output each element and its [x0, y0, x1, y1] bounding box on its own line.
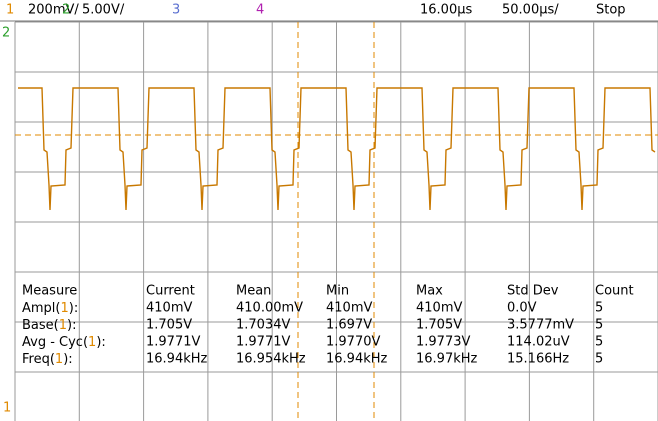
column-header: Count	[595, 284, 634, 299]
measurement-value: 1.9771V	[146, 335, 200, 350]
measurement-value: 16.97kHz	[416, 352, 478, 367]
measurement-value: 410mV	[326, 301, 372, 316]
row-label-part: Ampl(	[22, 301, 61, 316]
channel-number: 4	[256, 3, 264, 18]
measurement-value: 410mV	[146, 301, 192, 316]
measurement-value: 1.705V	[416, 318, 462, 333]
row-label-part: 1	[88, 335, 96, 350]
row-label-part: Avg - Cyc(	[22, 335, 88, 350]
channel-number: 3	[172, 3, 180, 18]
run-state: Stop	[596, 3, 626, 18]
column-header: Min	[326, 284, 349, 299]
measurement-value: 1.705V	[146, 318, 192, 333]
row-label-part: 1	[55, 352, 63, 367]
measurement-value: 1.7034V	[236, 318, 290, 333]
measurement-value: 410.00mV	[236, 301, 303, 316]
row-label: Avg - Cyc(1):	[22, 335, 106, 350]
measurement-value: 1.9771V	[236, 335, 290, 350]
row-label: Freq(1):	[22, 352, 73, 367]
channel-2-marker: 2	[2, 26, 10, 41]
measurement-value: 1.9773V	[416, 335, 470, 350]
row-label-part: Base(	[22, 318, 59, 333]
channel-scale: 5.00V/	[82, 3, 125, 18]
measurement-value: 5	[595, 301, 603, 316]
measurement-value: 114.02uV	[507, 335, 570, 350]
channel-number: 1	[6, 3, 14, 18]
timebase-position: 16.00µs	[420, 3, 472, 18]
row-label-part: ):	[69, 301, 78, 316]
row-label: Base(1):	[22, 318, 76, 333]
waveform	[18, 87, 656, 211]
timebase-scale: 50.00µs/	[502, 3, 559, 18]
row-label-part: 1	[59, 318, 67, 333]
row-label-part: ):	[96, 335, 105, 350]
measurement-value: 0.0V	[507, 301, 537, 316]
row-label-part: 1	[61, 301, 69, 316]
row-label-part: Freq(	[22, 352, 55, 367]
measurement-table: Measure Current Mean Min Max Std Dev Count Ampl…	[22, 284, 634, 367]
channel-scale: 200mV/	[28, 3, 79, 18]
column-header: Std Dev	[507, 284, 559, 299]
column-header: Current	[146, 284, 195, 299]
measurement-value: 16.954kHz	[236, 352, 306, 367]
row-label-part: ):	[63, 352, 72, 367]
row-label-part: ):	[67, 318, 76, 333]
measurement-value: 16.94kHz	[146, 352, 208, 367]
channel-1-marker: 1	[3, 401, 11, 416]
top-bar: 1 200mV/2 5.00V/3 4 16.00µs 50.00µs/Stop	[6, 3, 626, 18]
measurement-value: 1.9770V	[326, 335, 380, 350]
row-label: Ampl(1):	[22, 301, 78, 316]
column-header: Measure	[22, 284, 77, 299]
measurement-value: 5	[595, 335, 603, 350]
measurement-value: 16.94kHz	[326, 352, 388, 367]
column-header: Mean	[236, 284, 271, 299]
measurement-value: 3.5777mV	[507, 318, 574, 333]
measurement-value: 410mV	[416, 301, 462, 316]
column-header: Max	[416, 284, 443, 299]
measurement-value: 5	[595, 318, 603, 333]
measurement-value: 5	[595, 352, 603, 367]
measurement-value: 1.697V	[326, 318, 372, 333]
channel-number: 2	[62, 3, 70, 18]
measurement-value: 15.166Hz	[507, 352, 569, 367]
